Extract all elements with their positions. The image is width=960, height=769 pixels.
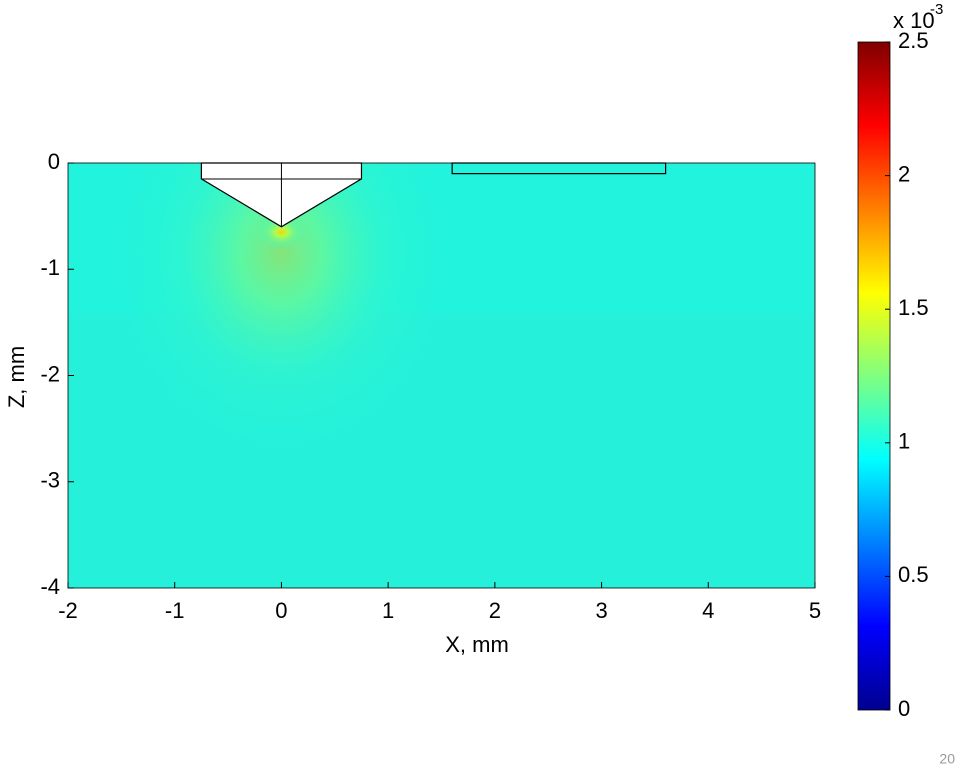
colorbar-tick-label: 2.5	[898, 28, 929, 53]
x-tick-label: 3	[595, 598, 607, 623]
colorbar-tick-label: 1.5	[898, 295, 929, 320]
x-axis-label: X, mm	[445, 632, 509, 657]
y-tick-label: -4	[40, 574, 60, 599]
y-tick-label: -2	[40, 361, 60, 386]
colorbar-exponent: -3	[930, 1, 943, 18]
y-tick-label: -1	[40, 255, 60, 280]
colorbar-multiplier: x 10	[893, 8, 935, 33]
page-number: 20	[939, 751, 955, 767]
x-tick-label: 5	[809, 598, 821, 623]
colorbar-tick-label: 1	[898, 429, 910, 454]
edge-zone	[68, 163, 128, 218]
colorbar-tick-label: 0.5	[898, 562, 929, 587]
y-tick-label: 0	[48, 149, 60, 174]
x-tick-label: 1	[382, 598, 394, 623]
colorbar	[857, 41, 891, 711]
x-tick-label: -2	[58, 598, 78, 623]
x-tick-label: 4	[702, 598, 714, 623]
y-tick-label: -3	[40, 468, 60, 493]
x-tick-label: -1	[165, 598, 185, 623]
x-tick-label: 0	[275, 598, 287, 623]
field	[67, 162, 816, 589]
colorbar-tick-label: 2	[898, 161, 910, 186]
colorbar-tick-label: 0	[898, 696, 910, 721]
x-tick-label: 2	[489, 598, 501, 623]
y-axis-label: Z, mm	[4, 346, 29, 408]
